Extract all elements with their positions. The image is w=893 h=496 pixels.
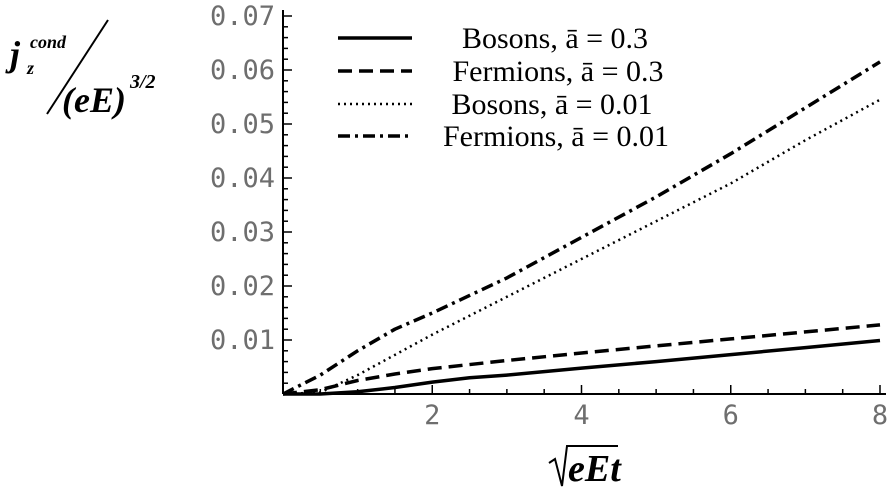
x-tick-label: 6 <box>723 400 739 431</box>
series-layer <box>282 60 881 396</box>
y-label-num-main: j <box>5 34 21 74</box>
y-tick-label: 0.05 <box>210 109 275 140</box>
series-line-solid <box>283 338 881 396</box>
series-line-dashed <box>282 323 881 396</box>
series-line-dashdot <box>282 60 881 396</box>
legend-label: Bosons, ā = 0.3 <box>462 22 648 55</box>
y-tick-label: 0.06 <box>210 55 275 86</box>
x-tick-label: 4 <box>573 400 589 431</box>
y-label-den-main: (eE) <box>62 80 126 120</box>
y-axis-label: j cond z (eE) 3/2 <box>5 19 156 120</box>
x-axis-label: eEt <box>548 445 622 490</box>
y-label-num-sup: cond <box>30 32 67 52</box>
y-tick-label: 0.04 <box>210 163 275 194</box>
y-tick-label: 0.02 <box>210 271 275 302</box>
y-label-num-sub: z <box>26 58 34 78</box>
y-tick-label: 0.01 <box>210 325 275 356</box>
y-label-den-sup: 3/2 <box>129 71 156 93</box>
series-line-dotted <box>282 98 881 396</box>
axes: 2 4 6 8 0.01 0.02 0.03 0.04 0.05 0.06 0.07 <box>210 1 888 431</box>
legend-label: Fermions, ā = 0.3 <box>452 55 663 88</box>
x-tick-label: 8 <box>872 400 888 431</box>
legend-label: Fermions, ā = 0.01 <box>443 120 669 153</box>
y-tick-label: 0.03 <box>210 217 275 248</box>
y-tick-label: 0.07 <box>210 1 275 32</box>
y-label-fraction-slash <box>46 19 109 115</box>
sqrt-sign <box>548 445 618 487</box>
legend-label: Bosons, ā = 0.01 <box>451 88 652 121</box>
x-tick-label: 2 <box>424 400 440 431</box>
x-label-sqrt-arg: eEt <box>568 448 622 490</box>
